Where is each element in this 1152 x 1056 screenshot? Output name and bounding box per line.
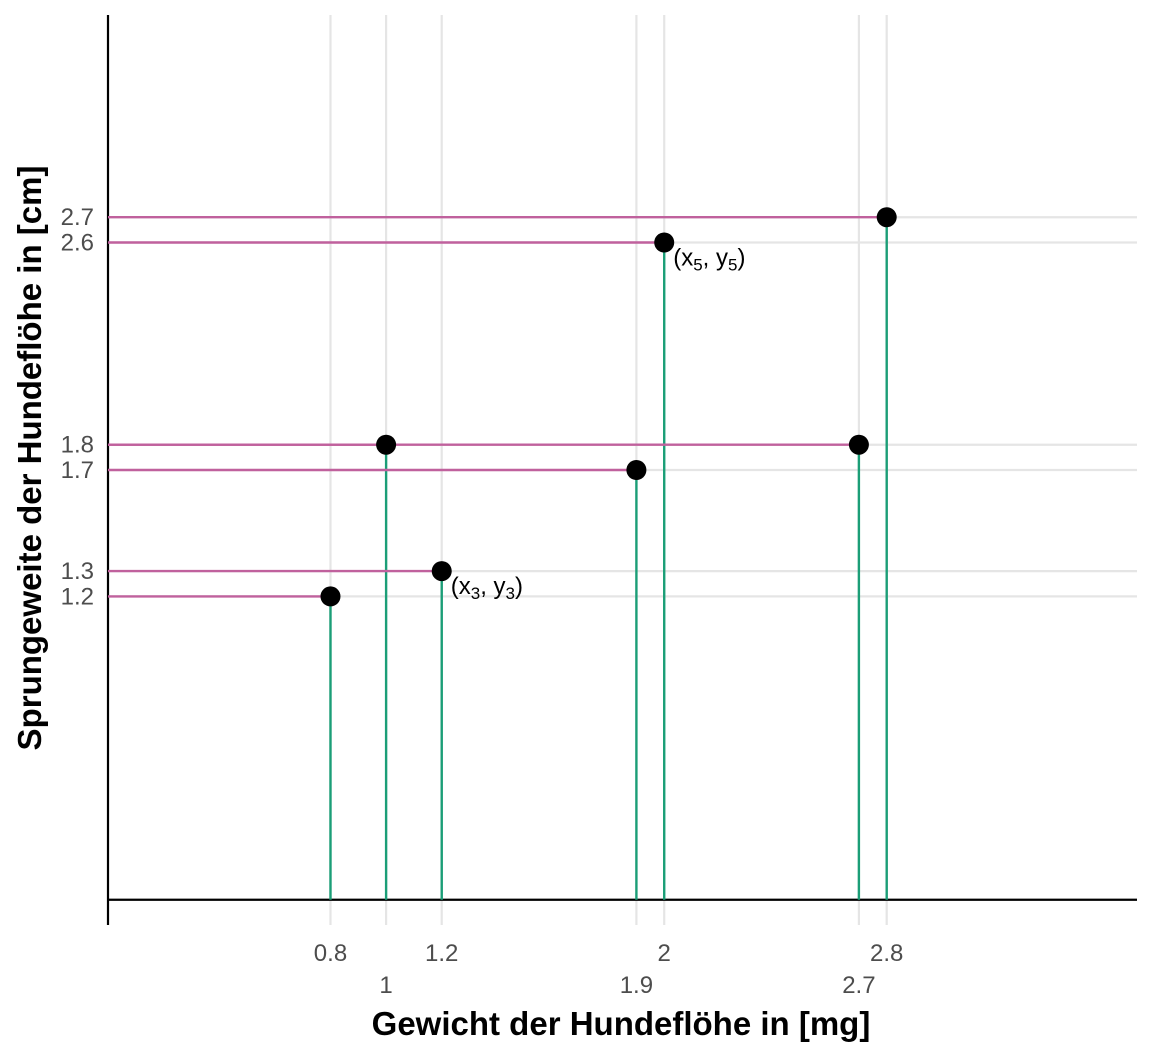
data-point	[376, 434, 397, 455]
y-tick-label: 2.6	[61, 230, 94, 257]
x-tick-label: 2.7	[842, 972, 875, 999]
data-point	[654, 232, 675, 253]
x-tick-label: 0.8	[314, 940, 347, 967]
y-tick-label: 1.2	[61, 583, 94, 610]
data-point	[876, 207, 897, 228]
x-tick-label: 1	[379, 972, 392, 999]
point-annotations: (x3, y3) (x5, y5)	[451, 245, 746, 604]
x-tick-label: 2	[658, 940, 671, 967]
y-tick-label: 2.7	[61, 204, 94, 231]
y-tick-label: 1.7	[61, 457, 94, 484]
point-annotation: (x5, y5)	[673, 245, 745, 275]
x-tick-label: 1.2	[425, 940, 458, 967]
y-tick-label: 1.8	[61, 432, 94, 459]
tick-labels: 0.8 1.2 2 2.81 1.9 2.71.21.31.71.82.62.7	[61, 204, 904, 999]
x-tick-label: 2.8	[870, 940, 903, 967]
data-point	[431, 561, 452, 582]
projection-segments	[108, 216, 888, 900]
data-points	[320, 207, 897, 607]
data-point	[320, 586, 341, 607]
x-tick-label: 1.9	[620, 972, 653, 999]
point-annotation: (x3, y3)	[451, 573, 523, 603]
data-point	[848, 434, 869, 455]
data-point	[626, 460, 647, 480]
y-axis-title: Sprungeweite der Hundeflöhe in [cm]	[11, 166, 48, 751]
x-axis-title: Gewicht der Hundeflöhe in [mg]	[372, 1005, 871, 1042]
y-tick-label: 1.3	[61, 558, 94, 585]
